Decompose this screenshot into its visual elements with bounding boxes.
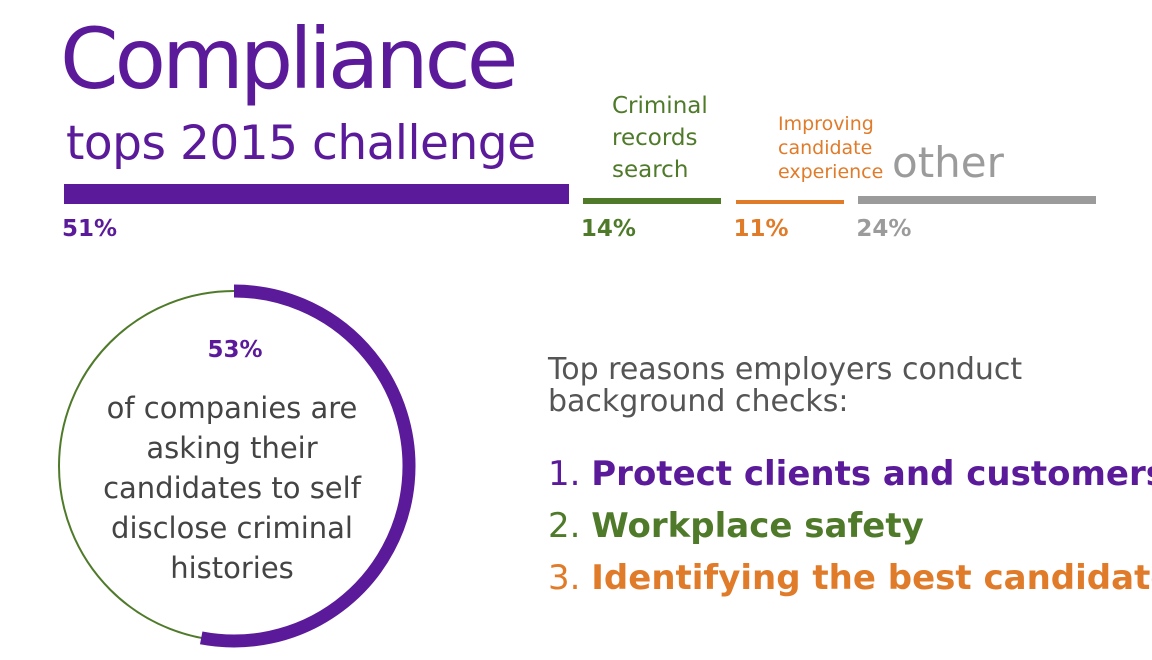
reason-number: 3. (548, 558, 581, 598)
value-label-3: 11% (733, 216, 789, 242)
ring-value-label: 53% (207, 337, 263, 363)
bar-segment-2 (582, 198, 722, 204)
category-label-criminal-line1: Criminal (612, 93, 708, 119)
reason-text: Workplace safety (591, 506, 924, 546)
reason-item-2: 2. Workplace safety (548, 500, 924, 552)
ring-value-arc (200, 284, 416, 648)
reason-number: 1. (548, 454, 581, 494)
reasons-title-line1: Top reasons employers conduct (548, 352, 1023, 387)
ring-description: of companies are asking their candidates… (103, 391, 361, 585)
reason-number: 2. (548, 506, 581, 546)
value-label-2: 14% (580, 216, 636, 242)
category-label-improving-line2: candidate (778, 137, 873, 159)
category-label-criminal-line3: search (612, 157, 689, 183)
bar-segment-4 (858, 196, 1096, 204)
value-label-1: 51% (62, 216, 118, 242)
category-label-improving: Improving candidate experience (778, 112, 883, 184)
page-subtitle: tops 2015 challenge (66, 116, 536, 171)
category-label-criminal: Criminal records search (612, 90, 708, 186)
reasons-title: Top reasons employers conduct background… (548, 354, 1022, 418)
reason-text: Protect clients and customers (591, 454, 1152, 494)
page-title: Compliance (60, 10, 518, 108)
category-label-criminal-line2: records (612, 125, 698, 151)
reason-text: Identifying the best candidate (591, 558, 1152, 598)
reasons-title-line2: background checks: (548, 384, 849, 419)
category-label-other: other (892, 138, 1004, 187)
category-label-improving-line1: Improving (778, 113, 874, 135)
bar-segment-3 (735, 200, 845, 204)
reason-item-3: 3. Identifying the best candidate (548, 552, 1152, 604)
value-label-4: 24% (856, 216, 912, 242)
bar-segment-1 (64, 184, 569, 204)
reason-item-1: 1. Protect clients and customers (548, 448, 1152, 500)
category-label-improving-line3: experience (778, 161, 884, 183)
